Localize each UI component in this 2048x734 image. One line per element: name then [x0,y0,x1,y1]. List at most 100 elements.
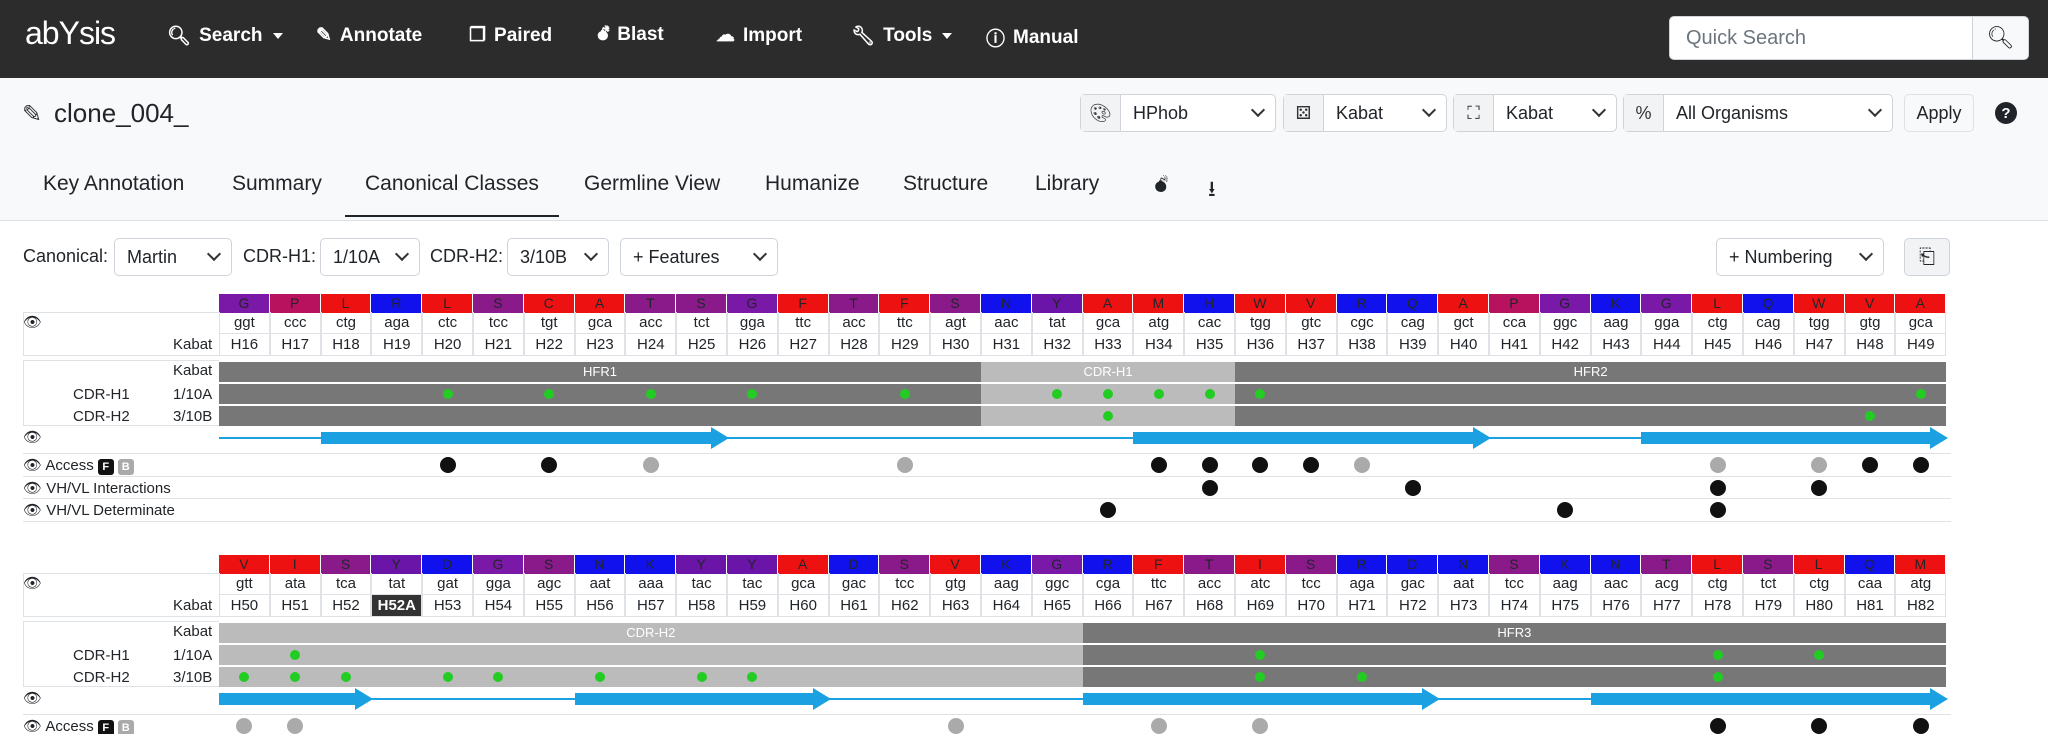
features-dropdown[interactable]: + Features [620,238,778,276]
amino-acid-cell: I [269,555,321,574]
codon-cell: aag [1590,312,1642,334]
chevron-down-icon [1867,102,1883,118]
export-icon: ⎗ [1919,245,1935,268]
amino-acid-cell: G [1539,294,1591,313]
codon-cell: tct [676,312,727,334]
tab-summary[interactable]: Summary [232,172,322,195]
eye-slash-icon[interactable]: 👁︎ [23,718,46,734]
codon-cell: ggc [1031,573,1083,595]
cdr-h2-select[interactable]: 3/10B [507,238,609,276]
region-shade [219,645,1083,665]
amino-acid-cell: Q [1844,555,1896,574]
cdr-h2-row-label: CDR-H2 [73,408,130,425]
cdr-h1-select[interactable]: 1/10A [320,238,420,276]
kabat-number-cell: H82 [1895,595,1947,617]
amino-acid-cell: D [1387,555,1439,574]
codon-cell: acg [1641,573,1693,595]
codon-cell: gga [1641,312,1693,334]
amino-acid-cell: S [320,555,372,574]
cdr-h2-class-label: 3/10B [173,408,213,425]
nav-tools[interactable]: 🔧︎ Tools [851,24,953,48]
nav-manual[interactable]: ⓘ Manual [986,24,1078,51]
tab-germline-view[interactable]: Germline View [584,172,721,195]
cdr-h1-contact-dot [1153,389,1164,399]
kabat-number-cell: H66 [1082,595,1134,617]
amino-acid-cell: R [1082,555,1134,574]
nav-blast[interactable]: 💣︎ Blast [597,24,664,46]
amino-acid-cell: Y [1031,294,1083,313]
codon-cell: tcc [473,312,524,334]
edit-title-icon[interactable]: ✎ [22,101,43,128]
codon-cell: cag [1387,312,1439,334]
badge-f[interactable]: F [97,720,114,734]
expand-icon: ⛶ [1454,95,1494,131]
badge-f[interactable]: F [97,459,114,475]
tab-structure[interactable]: Structure [903,172,989,195]
apply-button[interactable]: Apply [1904,94,1974,132]
numbering-dropdown[interactable]: + Numbering [1716,238,1884,276]
access-dot-buried [1150,457,1167,473]
badge-b[interactable]: B [117,720,134,734]
kabat-number-cell: H40 [1438,334,1489,356]
access-dot-partial [896,457,913,473]
color-scheme-select[interactable]: 🎨︎ HPhob [1080,94,1276,132]
download-icon[interactable]: ⭳ [1208,176,1216,201]
region-shade [1082,645,1947,665]
kabat-number-cell: H45 [1692,334,1743,356]
amino-acid-cell: K [1590,294,1642,313]
access-row-label: 👁︎ Access F B [23,456,134,475]
access-dot-buried [439,457,456,473]
kabat-number-cell: H63 [930,595,981,617]
numbering-scheme-select[interactable]: ⚄ Kabat [1283,94,1447,132]
access-dot-buried [1201,457,1218,473]
beta-strand-arrow [574,693,813,705]
quick-search-button[interactable]: 🔍︎ [1972,16,2029,60]
beta-strand-arrow [1133,432,1473,444]
eye-slash-icon[interactable]: 👁︎ [23,480,47,497]
export-button[interactable]: ⎗ [1904,238,1950,276]
nav-search[interactable]: 🔍︎ Search [167,24,283,48]
canonical-select[interactable]: Martin [114,238,232,276]
codon-cell: tat [371,573,423,595]
info-circle-icon: ⓘ [986,29,1006,50]
help-icon[interactable]: ? [1995,102,2017,124]
bomb-icon[interactable]: 💣︎ [1154,172,1169,197]
badge-b[interactable]: B [117,459,134,475]
eye-slash-icon[interactable]: 👁︎ [23,575,43,592]
codon-cell: aat [1438,573,1489,595]
kabat-number-cell: H65 [1031,595,1083,617]
row-separator [23,573,219,617]
chevron-down-icon [394,246,410,262]
access-row-label: 👁︎ Access F B [23,717,134,734]
codon-cell: tcc [1285,573,1337,595]
amino-acid-cell: W [1235,294,1286,313]
app-logo[interactable]: abYsis [25,15,116,51]
amino-acid-cell: L [422,294,473,313]
kabat-number-cell: H32 [1031,334,1083,356]
cdr-h1-contact-dot [1204,389,1215,399]
eye-slash-icon[interactable]: 👁︎ [23,502,47,519]
eye-slash-icon[interactable]: 👁︎ [23,690,43,707]
access-dot-partial [642,457,659,473]
cdr-h2-row-label: CDR-H2 [73,669,130,686]
cdr-h1-contact-dot [1712,650,1723,660]
kabat-number-cell: H26 [727,334,778,356]
nav-paired[interactable]: ❐ Paired [469,24,552,47]
organism-select[interactable]: % All Organisms [1623,94,1893,132]
nav-annotate[interactable]: ✎ Annotate [316,24,422,47]
quick-search-input[interactable] [1669,16,1973,60]
eye-slash-icon[interactable]: 👁︎ [23,429,43,446]
tab-key-annotation[interactable]: Key Annotation [43,172,185,195]
eye-slash-icon[interactable]: 👁︎ [23,314,43,331]
nav-import[interactable]: ☁ Import [716,24,802,47]
pencil-icon: ✎ [316,25,332,46]
row-separator [23,360,219,426]
access-dot-buried [1303,457,1320,473]
kabat-number-cell: H68 [1184,595,1235,617]
tab-library[interactable]: Library [1035,172,1100,195]
cdr-definition-select[interactable]: ⛶ Kabat [1453,94,1617,132]
tab-canonical-classes[interactable]: Canonical Classes [345,172,559,217]
tab-humanize[interactable]: Humanize [765,172,860,195]
region-band-hfr2: HFR2 [1235,362,1947,382]
eye-slash-icon[interactable]: 👁︎ [23,457,46,474]
